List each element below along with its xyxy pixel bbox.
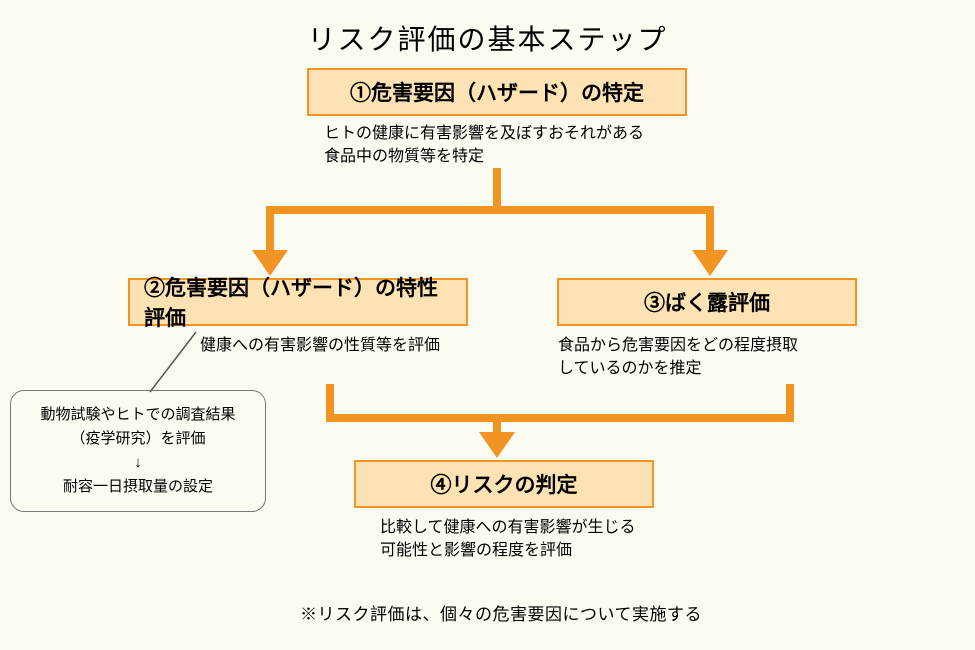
step2-label: ②危害要因（ハザード）の特性評価 [144,272,452,332]
callout-box: 動物試験やヒトでの調査結果 （疫学研究）を評価 ↓ 耐容一日摂取量の設定 [10,390,266,512]
step2-desc: 健康への有害影響の性質等を評価 [200,334,440,357]
step4-desc: 比較して健康への有害影響が生じる 可能性と影響の程度を評価 [380,516,636,562]
step1-label: ①危害要因（ハザード）の特定 [350,77,644,107]
step3-label: ③ばく露評価 [644,287,770,317]
step3-desc: 食品から危害要因をどの程度摂取 しているのかを推定 [558,334,798,380]
step4-label: ④リスクの判定 [431,469,578,499]
page-title: リスク評価の基本ステップ [0,18,975,58]
callout-text: 動物試験やヒトでの調査結果 （疫学研究）を評価 ↓ 耐容一日摂取量の設定 [25,403,251,499]
footnote-text: ※リスク評価は、個々の危害要因について実施する [300,600,702,625]
step1-desc: ヒトの健康に有害影響を及ぼすおそれがある 食品中の物質等を特定 [324,122,644,168]
step4-box: ④リスクの判定 [354,460,654,508]
step2-box: ②危害要因（ハザード）の特性評価 [128,278,468,326]
step1-box: ①危害要因（ハザード）の特定 [307,68,687,116]
step3-box: ③ばく露評価 [557,278,857,326]
